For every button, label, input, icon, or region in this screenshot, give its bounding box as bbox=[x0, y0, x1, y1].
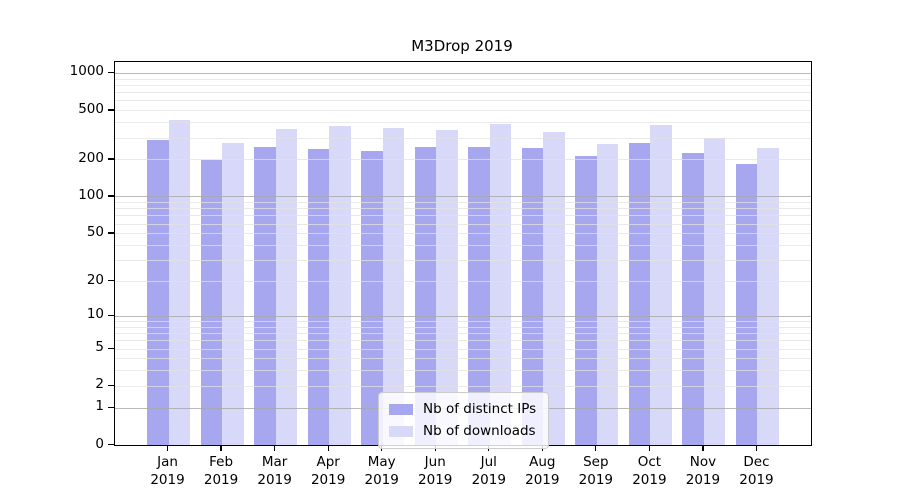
gridline-minor bbox=[115, 340, 811, 342]
bar-downloads-apr bbox=[329, 125, 351, 445]
gridline-minor bbox=[115, 358, 811, 360]
bar-downloads-aug bbox=[543, 131, 565, 445]
gridline-minor bbox=[115, 100, 811, 102]
gridline-major bbox=[115, 72, 811, 74]
gridline-minor bbox=[115, 370, 811, 372]
bar-downloads-mar bbox=[275, 129, 298, 445]
y-tick-label: 1 bbox=[95, 398, 104, 415]
x-tick-mark bbox=[595, 445, 597, 451]
gridline-minor bbox=[115, 326, 811, 328]
gridline-minor bbox=[115, 215, 811, 217]
bar-distinct-ips-oct bbox=[628, 143, 651, 445]
bar-distinct-ips-jan bbox=[147, 140, 169, 445]
bar-distinct-ips-apr bbox=[307, 149, 330, 445]
gridline-major bbox=[115, 196, 811, 198]
x-tick-mark bbox=[648, 445, 651, 451]
x-tick-label: Jan 2019 bbox=[150, 454, 185, 488]
y-tick-mark bbox=[108, 280, 114, 282]
x-tick-mark bbox=[755, 445, 758, 451]
y-tick-label: 100 bbox=[78, 186, 104, 203]
chart-title: M3Drop 2019 bbox=[411, 37, 513, 55]
y-tick-label: 20 bbox=[86, 271, 104, 288]
y-tick-mark bbox=[108, 406, 114, 408]
x-tick-label: Oct 2019 bbox=[632, 454, 667, 488]
x-tick-mark bbox=[166, 445, 169, 451]
gridline-minor bbox=[115, 385, 811, 387]
x-tick-label: Jun 2019 bbox=[418, 454, 453, 488]
bar-distinct-ips-mar bbox=[254, 146, 276, 445]
legend-item-distinct-ips: Nb of distinct IPs bbox=[389, 398, 536, 420]
bar-downloads-jan bbox=[168, 120, 191, 445]
y-tick-label: 0 bbox=[95, 435, 104, 452]
y-tick-mark bbox=[108, 384, 114, 387]
gridline-minor bbox=[115, 84, 811, 86]
gridline-minor bbox=[115, 122, 811, 124]
gridline-minor bbox=[115, 208, 811, 210]
gridline-minor bbox=[115, 333, 811, 335]
y-tick-label: 10 bbox=[86, 306, 104, 323]
legend: Nb of distinct IPs Nb of downloads bbox=[378, 392, 550, 449]
gridline-minor bbox=[115, 78, 811, 80]
y-tick-label: 50 bbox=[86, 223, 104, 240]
gridline-minor bbox=[115, 223, 811, 225]
gridline-minor bbox=[115, 202, 811, 204]
gridline-minor bbox=[115, 348, 811, 350]
x-tick-label: Aug 2019 bbox=[525, 454, 560, 488]
plot-area: Nb of distinct IPs Nb of downloads bbox=[114, 61, 812, 449]
x-tick-mark bbox=[273, 445, 276, 451]
x-tick-label: Nov 2019 bbox=[685, 454, 721, 488]
downloads-swatch bbox=[389, 425, 413, 437]
x-tick-label: Apr 2019 bbox=[310, 454, 346, 488]
x-tick-label: May 2019 bbox=[364, 454, 399, 488]
y-tick-label: 1000 bbox=[69, 63, 104, 80]
y-tick-label: 2 bbox=[95, 376, 104, 393]
x-tick-label: Jul 2019 bbox=[471, 454, 506, 488]
bar-downloads-sep bbox=[596, 143, 619, 445]
y-tick-mark bbox=[108, 232, 114, 234]
x-tick-label: Dec 2019 bbox=[739, 454, 774, 488]
x-tick-label: Feb 2019 bbox=[203, 454, 239, 488]
y-tick-mark bbox=[108, 347, 114, 349]
bar-distinct-ips-nov bbox=[682, 152, 704, 445]
legend-label: Nb of downloads bbox=[423, 423, 536, 439]
legend-item-downloads: Nb of downloads bbox=[389, 420, 536, 442]
distinct-ips-swatch bbox=[389, 403, 413, 415]
y-tick-mark bbox=[108, 109, 114, 111]
legend-label: Nb of distinct IPs bbox=[423, 401, 537, 417]
y-tick-label: 500 bbox=[78, 100, 104, 117]
y-tick-mark bbox=[108, 71, 114, 74]
gridline-minor bbox=[115, 159, 811, 161]
gridline-minor bbox=[115, 321, 811, 322]
gridline-minor bbox=[115, 260, 811, 262]
gridline-minor bbox=[115, 233, 811, 235]
x-tick-label: Mar 2019 bbox=[257, 454, 292, 488]
x-tick-label: Sep 2019 bbox=[578, 454, 614, 488]
bar-distinct-ips-sep bbox=[575, 155, 597, 445]
y-tick-mark bbox=[108, 195, 114, 197]
bar-downloads-dec bbox=[757, 147, 779, 445]
gridline-minor bbox=[115, 137, 811, 139]
bar-downloads-may bbox=[382, 128, 405, 445]
gridline-minor bbox=[115, 245, 811, 246]
gridline-major bbox=[115, 315, 811, 317]
x-tick-mark bbox=[702, 445, 704, 451]
x-tick-mark bbox=[220, 445, 222, 451]
bar-downloads-oct bbox=[650, 124, 672, 445]
bar-downloads-jul bbox=[489, 124, 512, 445]
y-tick-mark bbox=[108, 158, 114, 160]
bar-downloads-feb bbox=[222, 143, 244, 445]
gridline-minor bbox=[115, 110, 811, 112]
y-tick-label: 5 bbox=[95, 339, 104, 355]
x-tick-mark bbox=[327, 445, 329, 451]
y-tick-label: 200 bbox=[78, 149, 104, 166]
gridline-minor bbox=[115, 92, 811, 94]
y-tick-mark bbox=[108, 314, 114, 317]
bar-downloads-nov bbox=[703, 137, 726, 445]
bar-distinct-ips-feb bbox=[200, 159, 223, 445]
y-tick-mark bbox=[108, 444, 114, 446]
gridline-minor bbox=[115, 281, 811, 283]
bar-distinct-ips-dec bbox=[735, 163, 758, 445]
